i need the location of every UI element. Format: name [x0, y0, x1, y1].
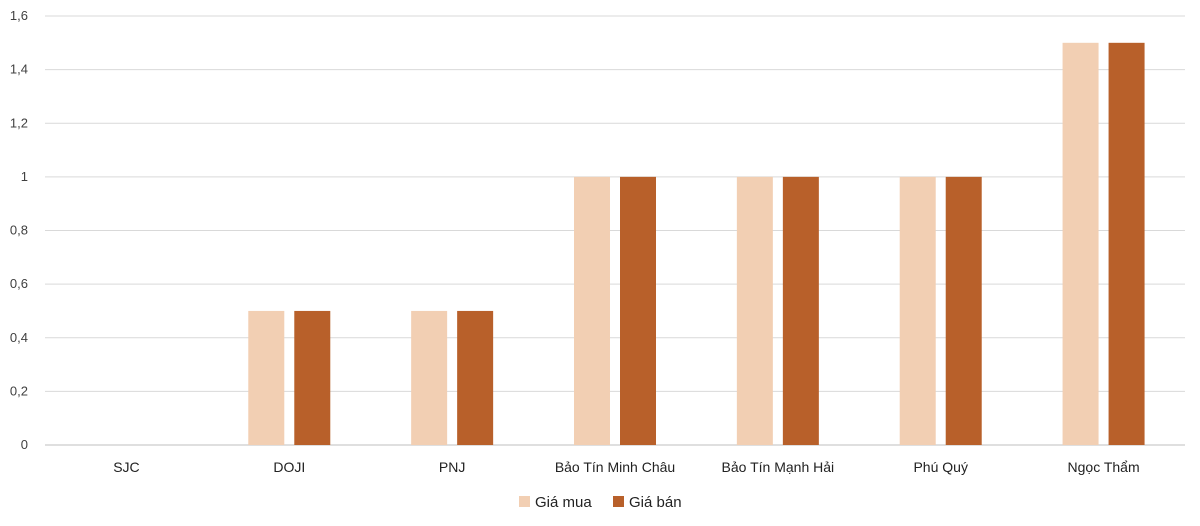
category-label: Ngọc Thẩm: [1068, 459, 1140, 475]
y-tick-label: 1,2: [10, 115, 28, 130]
bar-gia-ban: [294, 310, 331, 445]
x-axis-category-labels: SJC DOJI PNJ Bảo Tín Minh Châu Bảo Tín Mạnh …: [113, 459, 1139, 475]
bar-gia-ban: [457, 310, 494, 445]
y-tick-label: 0,8: [10, 223, 28, 238]
bars: [248, 42, 1145, 445]
category-label: Phú Quý: [913, 459, 967, 475]
bar-gia-ban: [782, 176, 819, 445]
bar-gia-mua: [899, 176, 936, 445]
gridlines: [45, 15, 1185, 446]
bar-gia-mua: [411, 310, 448, 445]
y-axis-tick-labels: 0 0,2 0,4 0,6 0,8 1 1,2 1,4 1,6: [10, 8, 28, 452]
category-label: SJC: [113, 459, 139, 475]
legend-swatch-gia-ban: [613, 496, 624, 507]
category-label: PNJ: [439, 459, 465, 475]
y-tick-label: 0,6: [10, 276, 28, 291]
y-tick-label: 1: [21, 169, 28, 184]
bar-gia-mua: [736, 176, 773, 445]
bar-gia-mua: [1062, 42, 1099, 445]
legend: Giá mua Giá bán: [519, 494, 682, 511]
bar-gia-ban: [1108, 42, 1145, 445]
y-tick-label: 0,4: [10, 330, 28, 345]
y-tick-label: 1,4: [10, 62, 28, 77]
bar-gia-mua: [248, 310, 285, 445]
y-tick-label: 0,2: [10, 383, 28, 398]
bar-gia-mua: [574, 176, 610, 445]
y-tick-label: 0: [21, 437, 28, 452]
y-tick-label: 1,6: [10, 8, 28, 23]
category-label: Bảo Tín Minh Châu: [555, 459, 675, 475]
category-label: DOJI: [273, 459, 305, 475]
bar-gia-ban: [620, 176, 656, 445]
legend-swatch-gia-mua: [519, 496, 530, 507]
bar-gia-ban: [945, 176, 982, 445]
category-label: Bảo Tín Mạnh Hải: [722, 459, 835, 475]
legend-label-gia-mua: Giá mua: [535, 494, 592, 511]
legend-label-gia-ban: Giá bán: [629, 494, 682, 511]
